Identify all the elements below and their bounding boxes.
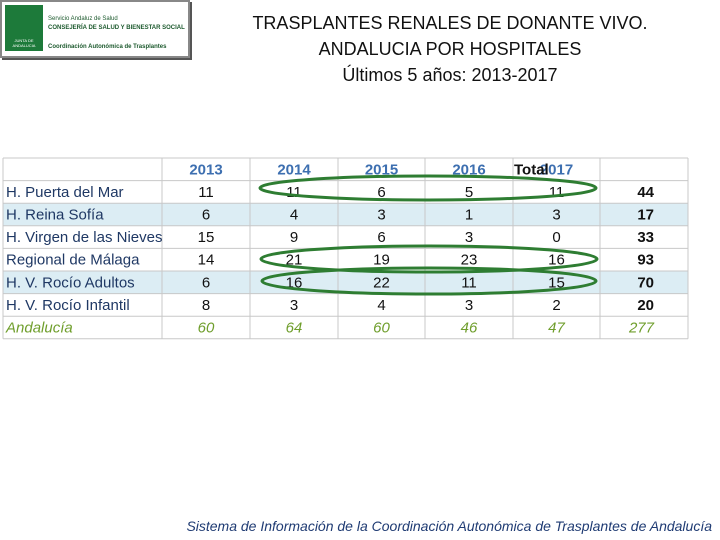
row-name: H. V. Rocío Infantil [6, 297, 130, 314]
cell: 6 [377, 184, 385, 201]
cell: 16 [548, 252, 565, 269]
emblem: JUNTA DE ANDALUCIA [5, 5, 43, 51]
cell: 70 [637, 274, 654, 291]
cell: 11 [461, 274, 477, 291]
row-band [3, 271, 688, 294]
cell: 6 [202, 206, 210, 223]
row-name: H. V. Rocío Adultos [6, 274, 135, 291]
row-name: Andalucía [5, 319, 73, 336]
cell: 33 [637, 229, 654, 246]
cell: 8 [202, 297, 210, 314]
cell: 15 [198, 229, 215, 246]
row-name: Regional de Málaga [6, 252, 140, 269]
cell: 64 [286, 319, 303, 336]
cell: 19 [373, 252, 390, 269]
logo-line: Servicio Andaluz de Salud [48, 16, 118, 22]
highlight-ellipse [258, 174, 598, 202]
cell: 17 [637, 206, 654, 223]
column-header: 2013 [189, 161, 222, 178]
cell: 11 [286, 184, 302, 201]
emblem-text: JUNTA DE ANDALUCIA [12, 38, 36, 48]
cell: 21 [286, 252, 303, 269]
row-band [3, 203, 688, 226]
cell: 2 [552, 297, 560, 314]
row-name: H. Virgen de las Nieves [6, 229, 162, 246]
logo-line: CONSEJERÍA DE SALUD Y BIENESTAR SOCIAL [48, 25, 185, 31]
cell: 93 [637, 252, 654, 269]
cell: 44 [637, 184, 654, 201]
cell: 6 [202, 274, 210, 291]
footer: Sistema de Información de la Coordinació… [186, 518, 712, 534]
cell: 5 [465, 184, 473, 201]
cell: 4 [290, 206, 298, 223]
logo-line: Coordinación Autonómica de Trasplantes [48, 44, 167, 50]
title: TRASPLANTES RENALES DE DONANTE VIVO. AND… [195, 10, 705, 88]
cell: 3 [377, 206, 385, 223]
cell: 14 [198, 252, 215, 269]
cell: 60 [198, 319, 215, 336]
column-header: 2016 [452, 161, 485, 178]
cell: 3 [465, 297, 473, 314]
logo: JUNTA DE ANDALUCIA Servicio Andaluz de S… [0, 0, 190, 58]
cell: 0 [552, 229, 560, 246]
highlight-ellipse [260, 266, 598, 296]
column-header: 2014 [277, 161, 311, 178]
row-name: H. Puerta del Mar [6, 184, 124, 201]
cell: 15 [548, 274, 565, 291]
cell: 46 [461, 319, 478, 336]
cell: 11 [198, 184, 214, 201]
column-header: Total [514, 161, 549, 178]
cell: 60 [373, 319, 390, 336]
title-line: TRASPLANTES RENALES DE DONANTE VIVO. [252, 13, 648, 33]
row-name: H. Reina Sofía [6, 206, 104, 223]
cell: 22 [373, 274, 390, 291]
cell: 277 [628, 319, 655, 336]
title-line: Últimos 5 años: 2013-2017 [342, 65, 558, 85]
title-line: ANDALUCIA POR HOSPITALES [318, 39, 582, 59]
column-header: 2017 [540, 161, 573, 178]
cell: 6 [377, 229, 385, 246]
cell: 4 [377, 297, 385, 314]
cell: 23 [461, 252, 478, 269]
cell: 3 [290, 297, 298, 314]
highlight-ellipse [259, 244, 599, 274]
cell: 47 [548, 319, 565, 336]
cell: 1 [465, 206, 473, 223]
cell: 3 [465, 229, 473, 246]
cell: 9 [290, 229, 298, 246]
column-header: 2015 [365, 161, 398, 178]
cell: 20 [637, 297, 654, 314]
cell: 3 [552, 206, 560, 223]
cell: 11 [549, 184, 565, 201]
